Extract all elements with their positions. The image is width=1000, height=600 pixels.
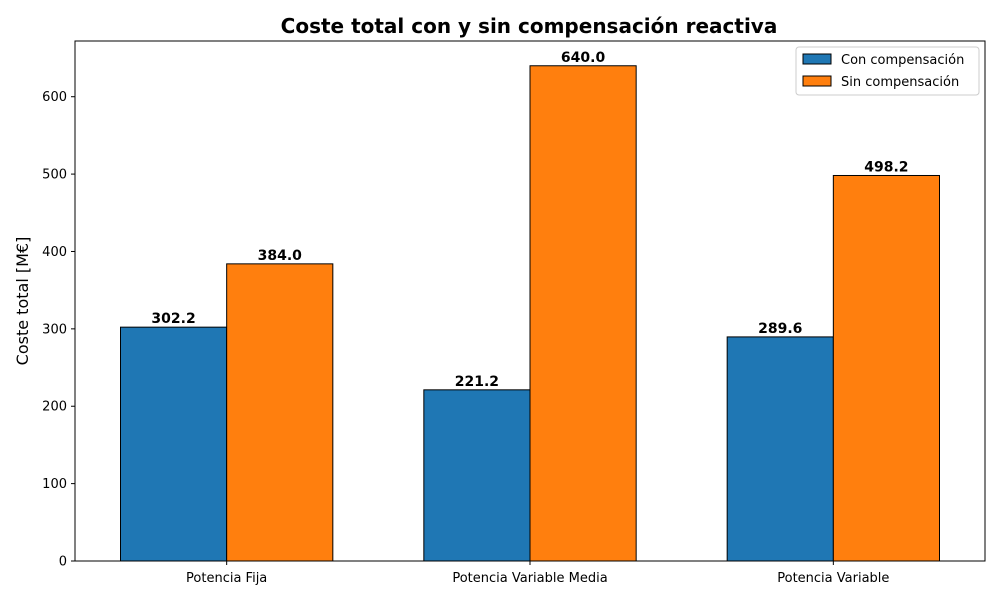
data-label-sin-compensacion-potencia-variable-media: 640.0 — [561, 50, 606, 66]
y-tick-label-600: 600 — [42, 90, 67, 105]
bar-con-compensacion-potencia-variable — [726, 336, 834, 562]
plot-area: 302.2 384.0 Potencia Fija 221.2 640.0 Potenci… — [42, 40, 986, 586]
bar-con-compensacion-potencia-variable-media — [423, 389, 531, 562]
bar-con-compensacion-potencia-fija — [120, 326, 228, 562]
legend: Con compensación Sin compensación — [795, 46, 980, 96]
chart-title: Coste total con y sin compensación react… — [281, 14, 778, 38]
data-label-con-compensacion-potencia-fija: 302.2 — [151, 311, 195, 327]
legend-label-sin-compensacion: Sin compensación — [841, 75, 959, 90]
legend-frame — [795, 46, 980, 96]
data-label-con-compensacion-potencia-variable: 289.6 — [758, 321, 802, 337]
y-tick-label-100: 100 — [42, 477, 67, 492]
data-label-sin-compensacion-potencia-variable: 498.2 — [864, 159, 908, 175]
bar-sin-compensacion-potencia-variable-media — [529, 65, 637, 562]
x-tick-label-potencia-variable-media: Potencia Variable Media — [452, 571, 607, 586]
data-label-sin-compensacion-potencia-fija: 384.0 — [258, 248, 303, 264]
legend-swatch-sin-compensacion — [802, 75, 832, 87]
data-label-con-compensacion-potencia-variable-media: 221.2 — [455, 374, 499, 390]
legend-swatch-con-compensacion — [802, 53, 832, 65]
y-tick-label-500: 500 — [42, 168, 67, 183]
legend-label-con-compensacion: Con compensación — [841, 53, 964, 68]
y-tick-label-400: 400 — [42, 245, 67, 260]
x-tick-label-potencia-variable: Potencia Variable — [777, 571, 889, 586]
bar-sin-compensacion-potencia-variable — [832, 174, 940, 562]
bar-sin-compensacion-potencia-fija — [226, 263, 334, 562]
axes-frame — [74, 40, 986, 562]
y-axis-label: Coste total [M€] — [13, 237, 32, 366]
y-tick-label-0: 0 — [59, 555, 67, 570]
x-tick-label-potencia-fija: Potencia Fija — [186, 571, 267, 586]
y-tick-label-300: 300 — [42, 322, 67, 337]
y-tick-label-200: 200 — [42, 400, 67, 415]
